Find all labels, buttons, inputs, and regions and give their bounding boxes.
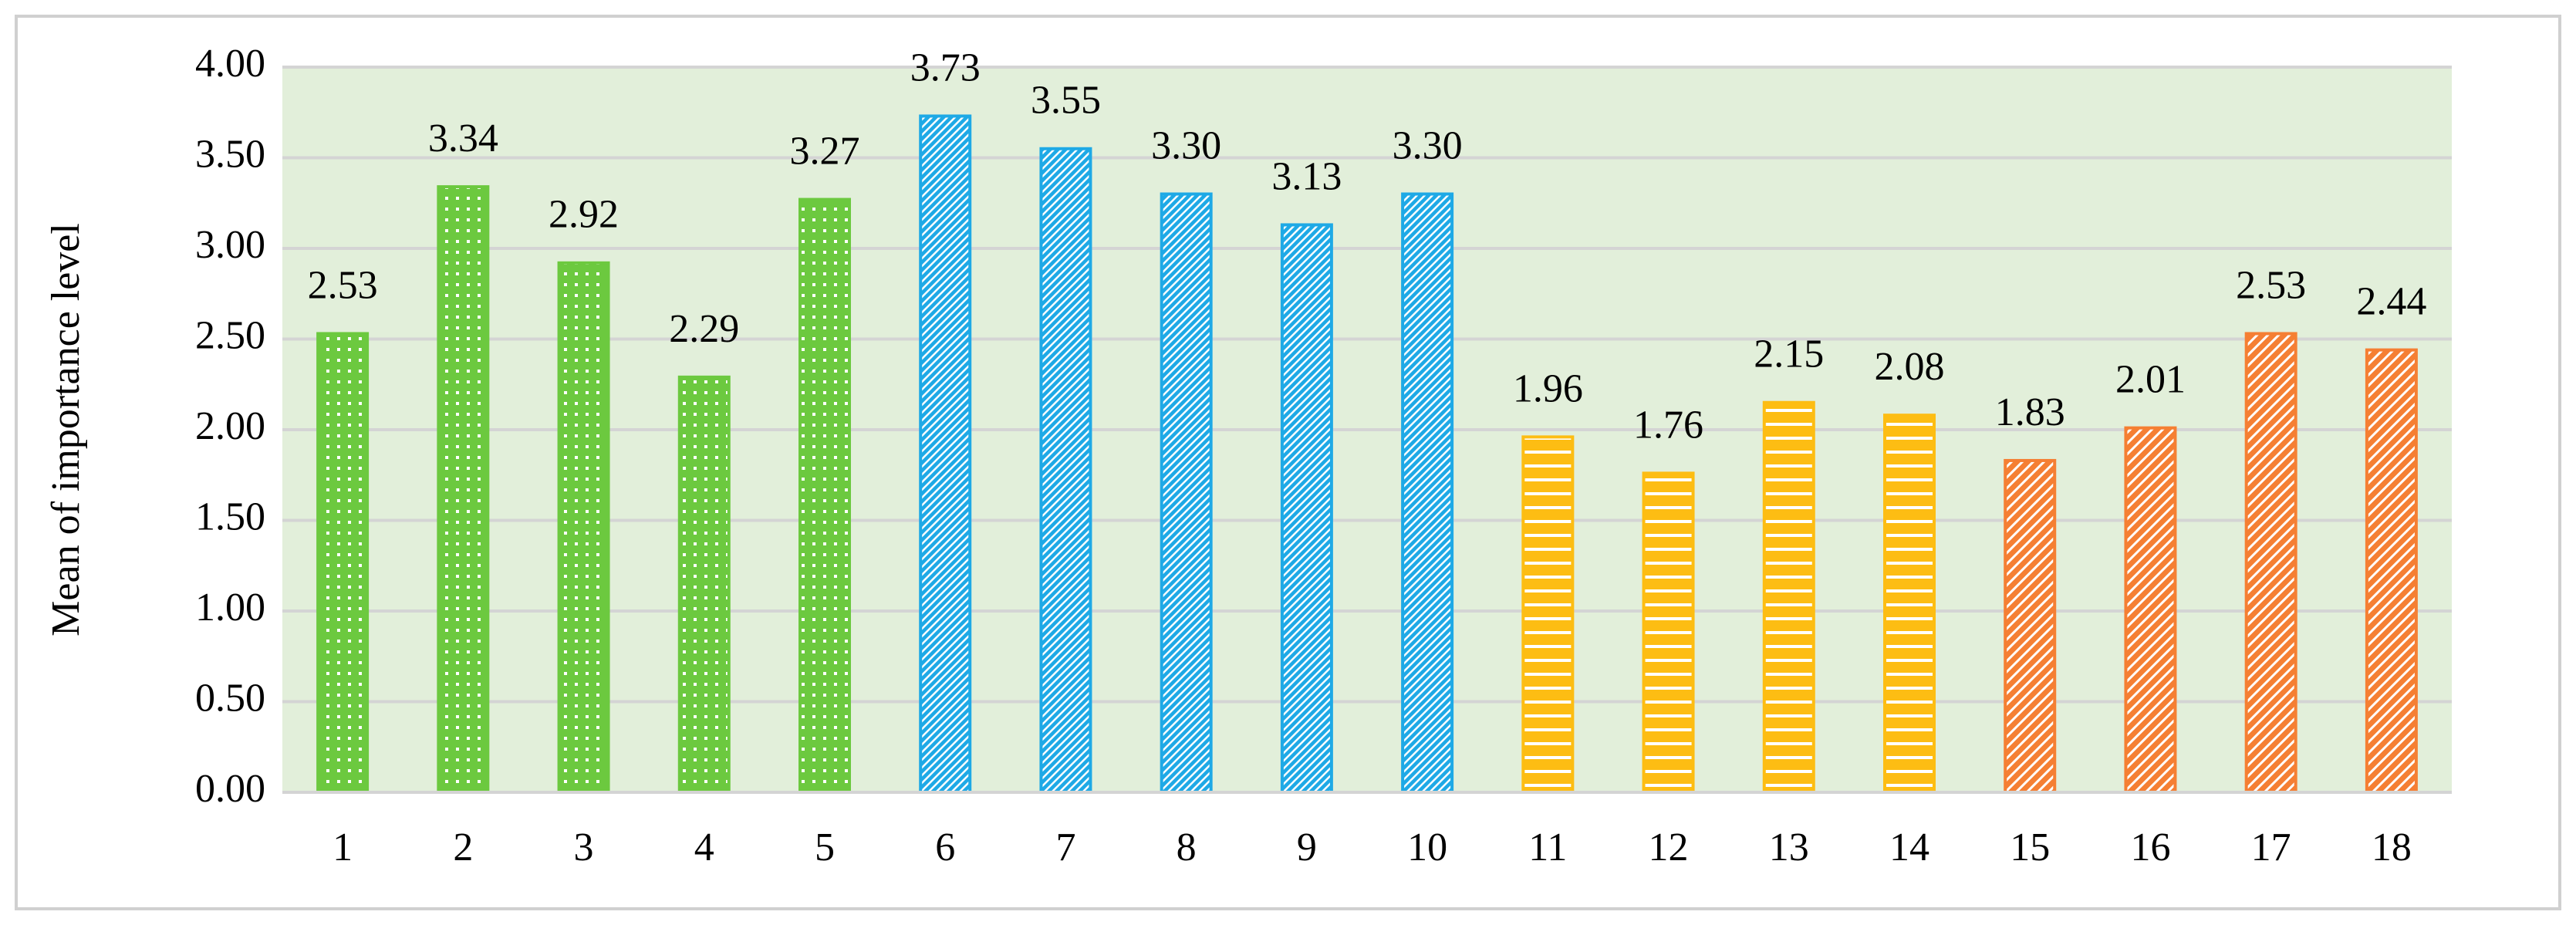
bar bbox=[1280, 223, 1333, 794]
value-label: 3.27 bbox=[790, 129, 860, 173]
value-label: 2.92 bbox=[549, 193, 619, 237]
y-tick-label: 0.50 bbox=[195, 676, 265, 720]
y-axis-title: Mean of importance level bbox=[44, 223, 88, 636]
value-label: 3.73 bbox=[910, 46, 981, 89]
bar bbox=[798, 197, 851, 794]
x-tick-label: 5 bbox=[815, 825, 835, 869]
value-label: 1.96 bbox=[1513, 366, 1583, 410]
value-label: 2.15 bbox=[1754, 333, 1824, 376]
x-tick-label: 1 bbox=[333, 825, 353, 869]
y-tick-label: 4.00 bbox=[195, 42, 265, 86]
x-tick-label: 11 bbox=[1528, 825, 1567, 869]
bar bbox=[1039, 147, 1092, 794]
value-label: 2.53 bbox=[308, 263, 378, 307]
bar bbox=[2124, 426, 2177, 795]
y-tick-label: 3.00 bbox=[195, 223, 265, 267]
x-tick-label: 10 bbox=[1407, 825, 1447, 869]
y-tick-label: 2.50 bbox=[195, 313, 265, 357]
x-tick-label: 13 bbox=[1769, 825, 1809, 869]
value-label: 3.34 bbox=[428, 116, 498, 160]
x-tick-label: 7 bbox=[1055, 825, 1075, 869]
x-tick-label: 8 bbox=[1177, 825, 1197, 869]
value-label: 3.30 bbox=[1393, 123, 1463, 167]
bar bbox=[316, 332, 370, 794]
bar bbox=[1883, 414, 1936, 794]
x-tick-label: 18 bbox=[2372, 825, 2412, 869]
value-label: 1.76 bbox=[1633, 403, 1703, 447]
bar bbox=[2244, 332, 2297, 794]
value-label: 2.29 bbox=[669, 307, 739, 351]
bar bbox=[2004, 458, 2057, 794]
value-label: 2.08 bbox=[1875, 345, 1945, 389]
y-tick-label: 3.50 bbox=[195, 132, 265, 176]
value-label: 2.01 bbox=[2115, 358, 2186, 402]
x-tick-label: 12 bbox=[1649, 825, 1689, 869]
value-label: 3.55 bbox=[1031, 79, 1101, 123]
y-tick-label: 0.00 bbox=[195, 767, 265, 811]
bar bbox=[1401, 192, 1454, 794]
x-tick-label: 4 bbox=[694, 825, 714, 869]
bar bbox=[677, 375, 731, 795]
bar bbox=[919, 114, 972, 794]
y-tick-label: 1.50 bbox=[195, 495, 265, 538]
value-label: 1.83 bbox=[1995, 390, 2065, 434]
bar bbox=[557, 261, 610, 794]
y-tick-label: 2.00 bbox=[195, 404, 265, 448]
bar bbox=[1160, 192, 1213, 794]
x-tick-label: 6 bbox=[935, 825, 955, 869]
x-tick-label: 14 bbox=[1889, 825, 1929, 869]
value-label: 3.30 bbox=[1151, 123, 1221, 167]
x-tick-label: 9 bbox=[1297, 825, 1317, 869]
x-tick-label: 3 bbox=[574, 825, 594, 869]
bar bbox=[2365, 348, 2418, 795]
value-label: 2.44 bbox=[2356, 280, 2426, 324]
x-tick-label: 17 bbox=[2251, 825, 2291, 869]
value-label: 2.53 bbox=[2236, 263, 2306, 307]
bar bbox=[1762, 400, 1815, 794]
bar bbox=[1521, 435, 1575, 795]
value-label: 3.13 bbox=[1271, 154, 1342, 198]
x-tick-label: 15 bbox=[2010, 825, 2050, 869]
y-tick-label: 1.00 bbox=[195, 586, 265, 630]
x-tick-label: 2 bbox=[453, 825, 473, 869]
x-tick-label: 16 bbox=[2130, 825, 2170, 869]
bar bbox=[1642, 471, 1695, 795]
bar bbox=[437, 185, 490, 795]
